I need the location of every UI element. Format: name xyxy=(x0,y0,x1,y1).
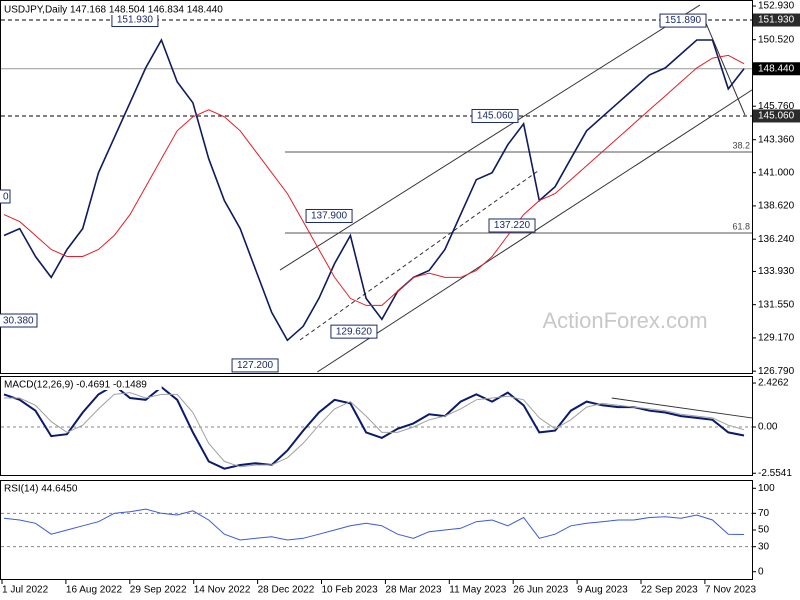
x-tick-label: 22 Sep 2023 xyxy=(641,585,698,596)
y-tick-label: 150.520 xyxy=(758,34,795,45)
x-tick-label: 26 Jun 2023 xyxy=(513,585,568,596)
y-tick-label: 0 xyxy=(758,566,764,577)
annotation-label: 137.220 xyxy=(494,220,531,231)
x-tick-label: 14 Nov 2022 xyxy=(194,585,251,596)
annotation-box xyxy=(488,218,536,233)
edge-label-text: 30.380 xyxy=(3,316,34,327)
x-tick-label: 29 Sep 2022 xyxy=(130,585,187,596)
x-tick-label: 28 Dec 2022 xyxy=(258,585,315,596)
y-tick-label: 2.4262 xyxy=(758,378,789,389)
series-line xyxy=(3,508,745,541)
annotation-label: 145.060 xyxy=(477,111,514,122)
level-box xyxy=(753,13,800,27)
annotation-label: 151.890 xyxy=(665,15,702,26)
trendline xyxy=(704,19,746,116)
y-tick-label: 152.930 xyxy=(758,1,795,12)
y-tick-label: 136.240 xyxy=(758,234,795,245)
annotation-box xyxy=(659,13,707,28)
fib-label: 61.8 xyxy=(732,221,750,231)
x-tick-label: 7 Nov 2023 xyxy=(705,585,757,596)
title-bg xyxy=(2,3,247,15)
watermark: ActionForex.com xyxy=(542,308,707,333)
annotation-box xyxy=(330,324,378,339)
level-box xyxy=(753,62,800,76)
x-tick-label: 9 Aug 2023 xyxy=(577,585,628,596)
panel-title: USDJPY,Daily 147.168 148.504 146.834 148… xyxy=(4,5,223,16)
y-tick-label: 145.760 xyxy=(758,101,795,112)
edge-label: 0 30.380 xyxy=(0,189,38,328)
series-line xyxy=(3,54,745,306)
x-tick-label: 1 Jul 2022 xyxy=(2,585,49,596)
y-tick-label: 0.00 xyxy=(758,422,778,433)
title-bg xyxy=(2,378,162,390)
level-label: 145.060 xyxy=(758,111,795,122)
trendline xyxy=(279,4,701,271)
x-tick-label: 10 Feb 2023 xyxy=(322,585,379,596)
y-tick-label: 126.790 xyxy=(758,366,795,377)
price-panel xyxy=(0,0,753,374)
annotation-label: 129.620 xyxy=(336,326,373,337)
y-tick-label: 133.930 xyxy=(758,266,795,277)
panel-title: RSI(14) 44.6450 xyxy=(4,484,78,495)
annotation-box xyxy=(231,358,279,373)
edge-label-text: 0 xyxy=(3,192,9,203)
x-tick-label: 11 May 2023 xyxy=(449,585,507,596)
y-tick-label: 143.360 xyxy=(758,134,795,145)
series-line xyxy=(4,392,745,468)
y-tick-label: 100 xyxy=(758,483,775,494)
y-tick-label: 141.000 xyxy=(758,167,795,178)
macd-panel xyxy=(0,376,753,476)
fib-label: 38.2 xyxy=(732,140,750,150)
y-tick-label: 30 xyxy=(758,541,770,552)
label-box xyxy=(0,313,38,328)
x-tick-label: 16 Aug 2022 xyxy=(66,585,123,596)
annotation-box xyxy=(471,108,519,123)
annotation-box xyxy=(305,208,353,223)
title-bg xyxy=(2,482,88,494)
y-tick-label: 129.170 xyxy=(758,333,795,344)
y-tick-label: -2.5541 xyxy=(758,468,792,479)
annotation-label: 127.200 xyxy=(237,360,274,371)
label-box xyxy=(0,189,11,204)
y-tick-label: 131.550 xyxy=(758,299,795,310)
annotation-label: 151.930 xyxy=(117,15,154,26)
series-line xyxy=(3,384,745,470)
level-label: 151.930 xyxy=(758,15,795,26)
trendline xyxy=(611,397,752,419)
annotation-label: 137.900 xyxy=(311,211,348,222)
y-tick-label: 50 xyxy=(758,525,770,536)
series-line xyxy=(3,38,745,342)
y-tick-label: 138.620 xyxy=(758,201,795,212)
x-tick-label: 28 Mar 2023 xyxy=(385,585,442,596)
panel-title: MACD(12,26,9) -0.4691 -0.1489 xyxy=(4,380,147,391)
level-box xyxy=(753,109,800,123)
level-label: 148.440 xyxy=(758,63,795,74)
y-tick-label: 70 xyxy=(758,508,770,519)
